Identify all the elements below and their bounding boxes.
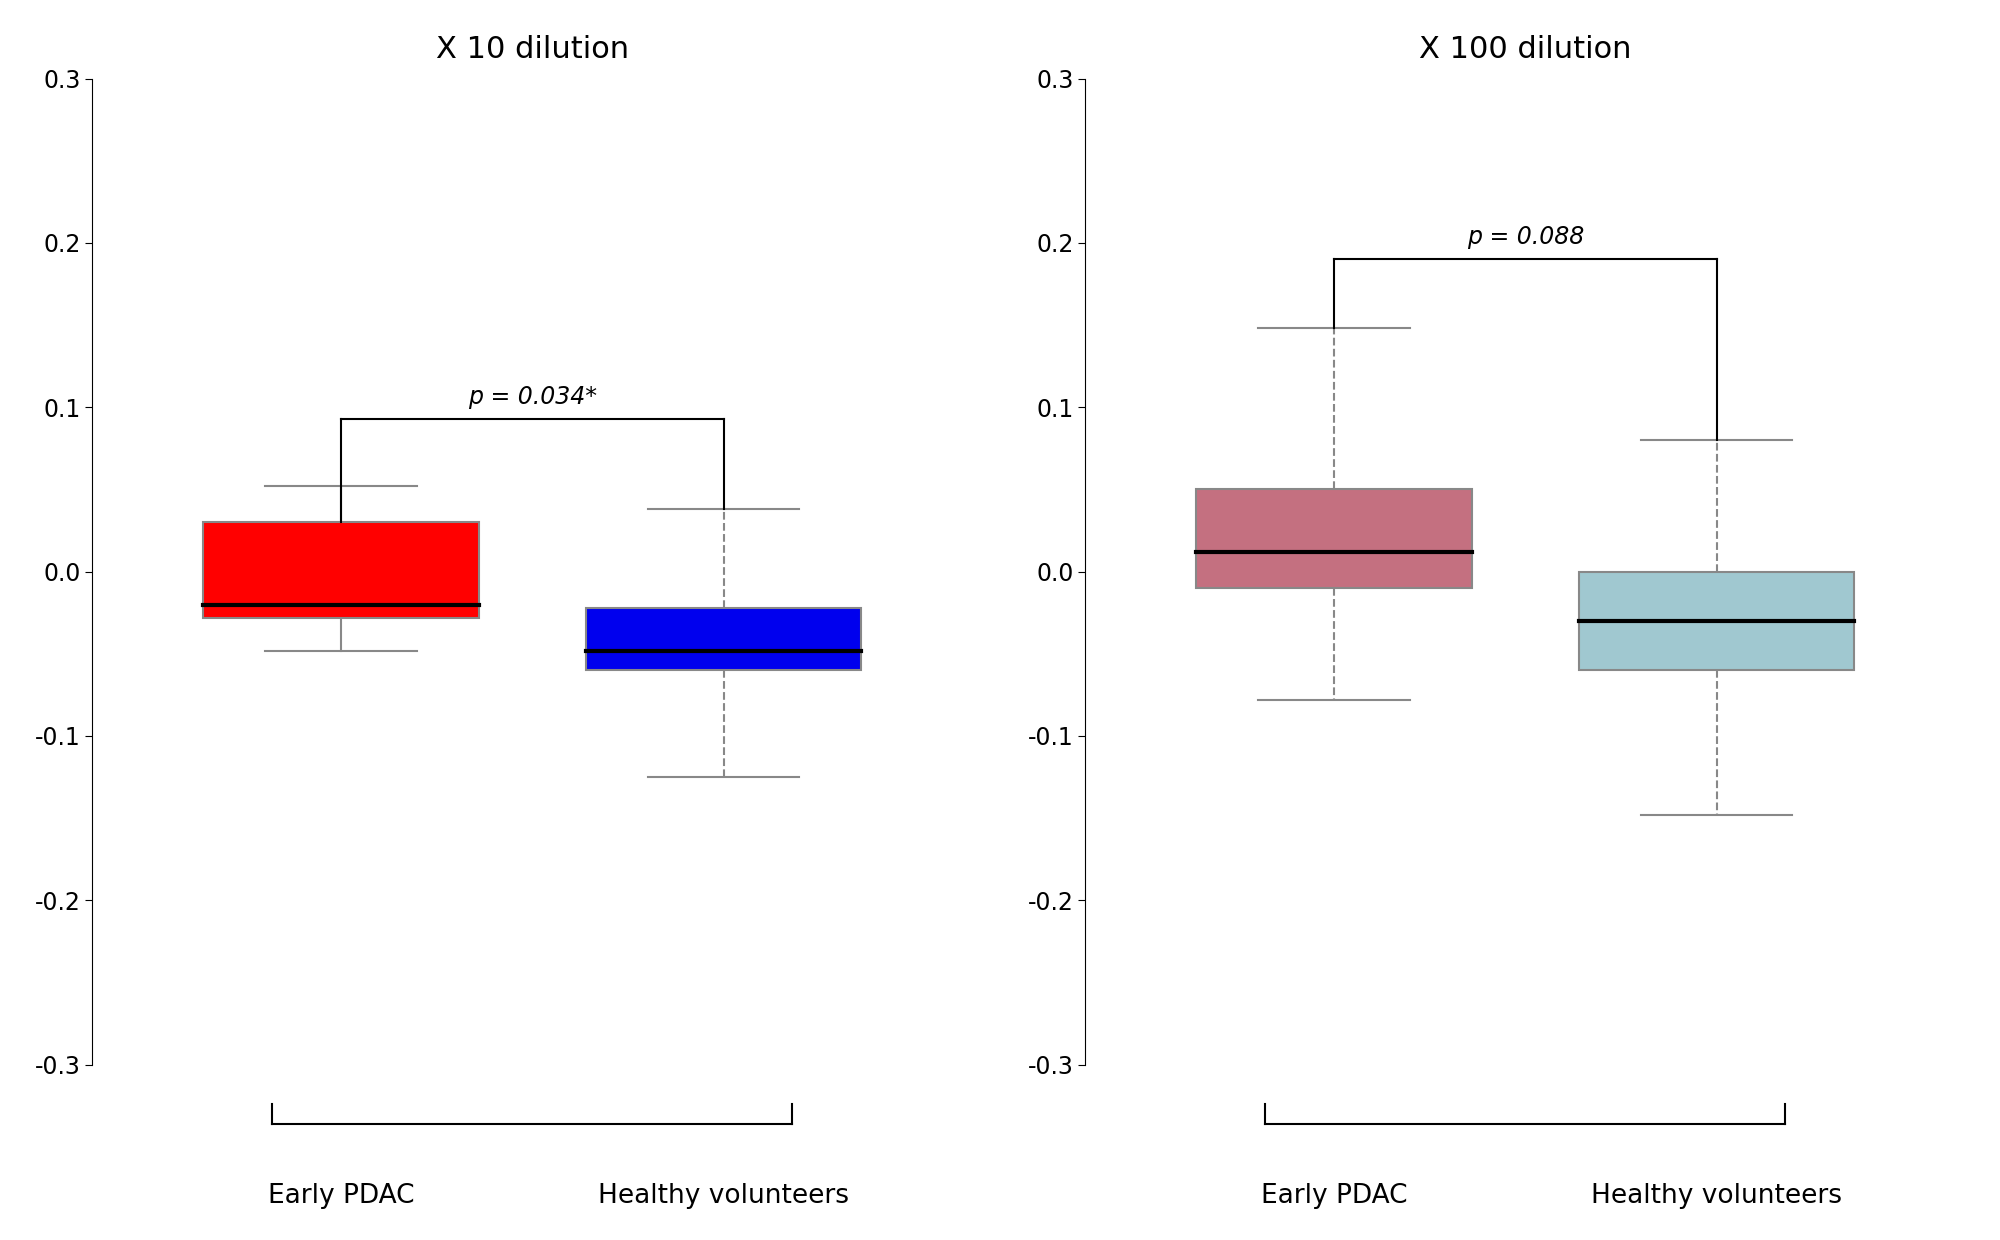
- FancyBboxPatch shape: [1578, 572, 1854, 671]
- Text: Early PDAC: Early PDAC: [1260, 1183, 1408, 1209]
- FancyBboxPatch shape: [1196, 490, 1472, 588]
- FancyBboxPatch shape: [204, 522, 478, 618]
- Text: Early PDAC: Early PDAC: [268, 1183, 414, 1209]
- Text: p = 0.088: p = 0.088: [1466, 226, 1584, 249]
- FancyBboxPatch shape: [586, 608, 862, 671]
- Text: p = 0.034*: p = 0.034*: [468, 384, 596, 409]
- Text: Healthy volunteers: Healthy volunteers: [1592, 1183, 1842, 1209]
- Text: Healthy volunteers: Healthy volunteers: [598, 1183, 850, 1209]
- Title: X 100 dilution: X 100 dilution: [1420, 35, 1632, 63]
- Title: X 10 dilution: X 10 dilution: [436, 35, 628, 63]
